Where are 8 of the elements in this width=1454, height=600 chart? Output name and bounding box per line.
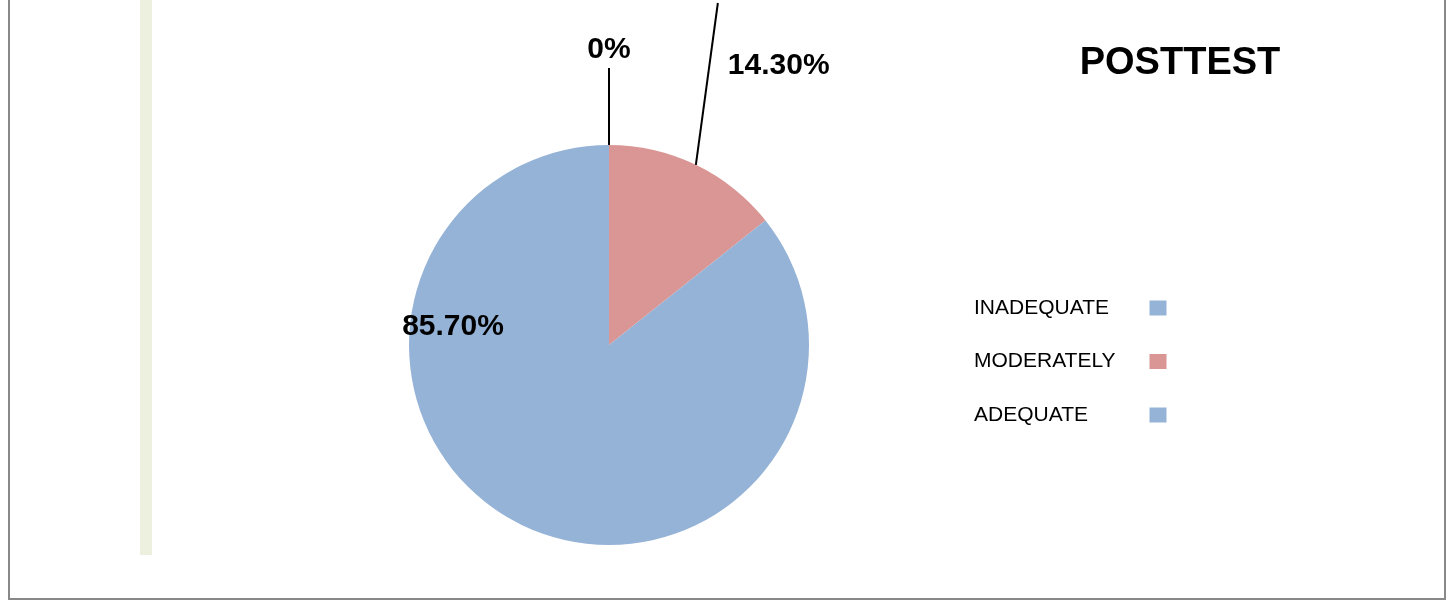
text: 0%: [587, 30, 631, 64]
chart-title: POSTTEST: [1079, 40, 1281, 83]
data-label: 85.70%: [402, 307, 504, 341]
legend-label: INADEQUATE: [974, 294, 1109, 318]
pie-slice: [609, 145, 766, 345]
legend-label: MODERATELY: [974, 348, 1116, 372]
slice-label: ADEQUATE: [974, 401, 1088, 425]
data-label: 14.30%: [727, 46, 830, 80]
